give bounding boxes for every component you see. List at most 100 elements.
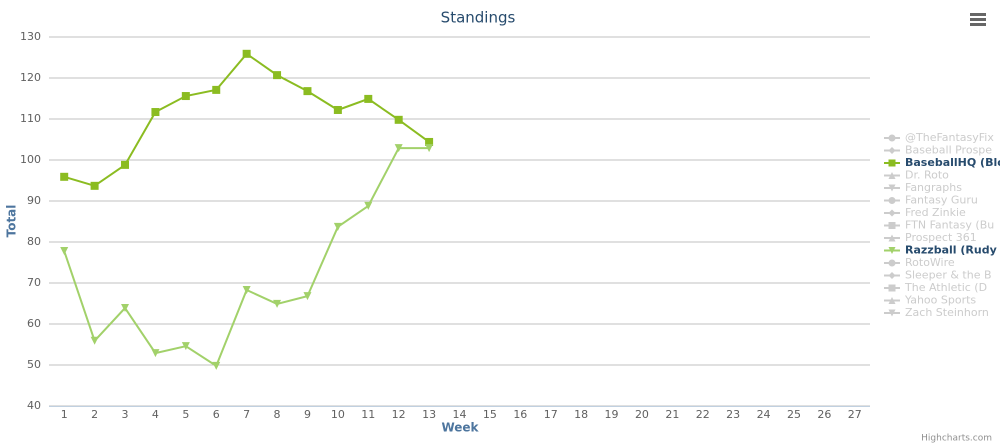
legend-item[interactable]: Razzball (Rudy: [884, 244, 997, 257]
data-point: [181, 92, 190, 101]
data-point: [333, 222, 342, 231]
legend-symbol: [888, 172, 896, 179]
x-tick-label: 15: [483, 408, 497, 421]
x-tick-label: 16: [513, 408, 527, 421]
legend-label: @TheFantasyFix: [905, 131, 994, 144]
legend-item[interactable]: Sleeper & the B: [884, 269, 992, 282]
data-point: [60, 247, 69, 256]
credits[interactable]: Highcharts.com: [921, 434, 992, 444]
x-tick-label: 24: [757, 408, 771, 421]
x-tick-label: 10: [331, 408, 345, 421]
legend-item[interactable]: Fred Zinkie: [884, 206, 966, 219]
legend-symbol: [888, 159, 896, 167]
y-tick-label: 80: [27, 235, 41, 248]
y-axis-title: Total: [5, 205, 19, 238]
legend-symbol: [888, 247, 896, 254]
legend-symbol: [888, 184, 896, 192]
data-point: [303, 292, 312, 301]
x-tick-label: 13: [422, 408, 436, 421]
data-point: [60, 172, 69, 181]
legend-item[interactable]: Dr. Roto: [884, 169, 949, 182]
x-tick-label: 27: [848, 408, 862, 421]
x-tick-label: 12: [392, 408, 406, 421]
legend-item[interactable]: FTN Fantasy (Bu: [884, 219, 994, 232]
legend-label: Fangraphs: [905, 181, 962, 194]
series-line: [63, 52, 430, 187]
data-point: [90, 336, 99, 345]
x-tick-label: 8: [274, 408, 281, 421]
data-point: [121, 160, 130, 169]
x-tick-label: 23: [726, 408, 740, 421]
y-tick-label: 70: [27, 276, 41, 289]
x-tick-label: 17: [544, 408, 558, 421]
legend-symbol: [888, 134, 896, 142]
data-point: [212, 85, 221, 94]
y-tick-label: 120: [20, 71, 41, 84]
y-tick-label: 110: [20, 112, 41, 125]
legend-label: RotoWire: [905, 256, 955, 269]
data-point: [364, 94, 373, 103]
chart-title: Standings: [441, 9, 516, 27]
menu-button[interactable]: [970, 13, 986, 26]
x-tick-label: 1: [61, 408, 68, 421]
data-point: [394, 144, 403, 153]
y-tick-label: 60: [27, 317, 41, 330]
x-tick-label: 22: [696, 408, 710, 421]
legend-label: Sleeper & the B: [905, 269, 992, 282]
x-tick-label: 7: [243, 408, 250, 421]
data-point: [242, 285, 251, 294]
legend-symbol: [888, 309, 896, 317]
series-line: [63, 147, 430, 368]
legend-item[interactable]: Fangraphs: [884, 181, 962, 194]
legend-symbol: [888, 259, 896, 267]
legend-item[interactable]: Baseball Prospe: [884, 144, 992, 157]
legend-symbol: [888, 284, 896, 292]
legend-item[interactable]: RotoWire: [884, 256, 955, 269]
data-point: [181, 342, 190, 351]
legend-label: Fantasy Guru: [905, 194, 978, 207]
data-point: [425, 137, 434, 146]
legend-label: Zach Steinhorn: [905, 306, 989, 319]
data-point: [364, 201, 373, 210]
legend-symbol: [888, 222, 896, 229]
legend-label: Razzball (Rudy: [905, 244, 997, 257]
x-tick-label: 21: [665, 408, 679, 421]
data-point: [121, 304, 130, 313]
data-point: [333, 105, 342, 114]
x-axis-title: Week: [441, 421, 479, 435]
legend-item[interactable]: Prospect 361: [884, 231, 977, 244]
data-point: [273, 71, 282, 80]
legend-symbol: [888, 197, 896, 205]
x-tick-label: 3: [122, 408, 129, 421]
legend-label: FTN Fantasy (Bu: [905, 219, 994, 232]
x-tick-label: 25: [787, 408, 801, 421]
legend-symbol: [888, 234, 896, 242]
legend-item[interactable]: The Athletic (D: [884, 281, 987, 294]
data-point: [425, 144, 434, 153]
x-tick-label: 18: [574, 408, 588, 421]
data-point: [212, 361, 221, 370]
x-tick-label: 9: [304, 408, 311, 421]
x-tick-label: 5: [182, 408, 189, 421]
legend-item[interactable]: Yahoo Sports: [884, 294, 976, 307]
y-tick-label: 130: [20, 30, 41, 43]
data-point: [394, 115, 403, 124]
y-tick-label: 100: [20, 153, 41, 166]
data-point: [242, 49, 251, 58]
y-tick-label: 50: [27, 358, 41, 371]
legend-label: BaseballHQ (Blo: [905, 156, 1000, 169]
data-point: [151, 108, 160, 117]
data-point: [151, 349, 160, 358]
legend-item[interactable]: Fantasy Guru: [884, 194, 978, 207]
x-tick-label: 14: [453, 408, 467, 421]
legend-item[interactable]: Zach Steinhorn: [884, 306, 989, 319]
legend-item[interactable]: @TheFantasyFix: [884, 131, 994, 144]
legend-label: Dr. Roto: [905, 169, 949, 182]
legend-item[interactable]: BaseballHQ (Blo: [884, 156, 1000, 169]
legend-symbol: [888, 297, 896, 304]
x-tick-label: 6: [213, 408, 220, 421]
x-tick-label: 20: [635, 408, 649, 421]
y-tick-label: 90: [27, 194, 41, 207]
legend-label: Baseball Prospe: [905, 144, 992, 157]
